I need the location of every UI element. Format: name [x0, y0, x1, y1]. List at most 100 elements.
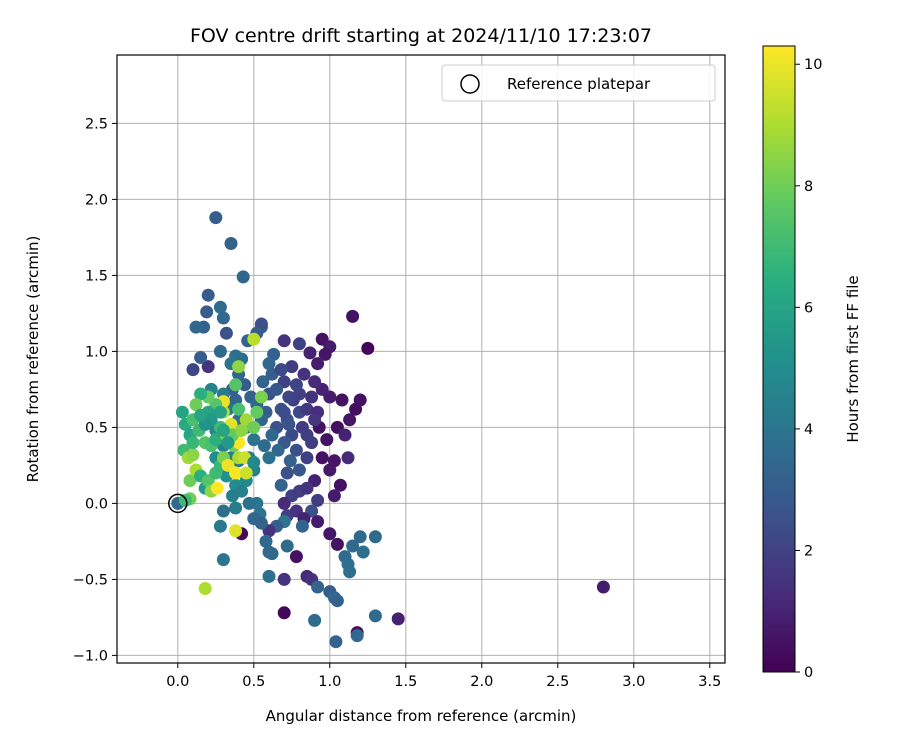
scatter-point [262, 451, 276, 465]
legend-entry-reference-platepar: Reference platepar [507, 75, 651, 93]
scatter-point [247, 455, 261, 469]
scatter-point [238, 378, 252, 392]
scatter-point [391, 612, 405, 626]
scatter-point [194, 351, 208, 364]
scatter-point [329, 635, 343, 649]
colorbar-tick-label: 6 [804, 300, 813, 316]
plot-frame [116, 54, 726, 664]
scatter-point [285, 360, 299, 374]
scatter-point [292, 337, 306, 351]
scatter-point [361, 341, 375, 355]
scatter-point [186, 363, 200, 377]
x-tick-label: 0.0 [166, 674, 189, 690]
scatter-point [283, 454, 297, 468]
scatter-point [327, 489, 341, 503]
scatter-point [300, 481, 314, 495]
scatter-point [194, 387, 208, 401]
y-tick-label: −1.0 [73, 648, 108, 664]
scatter-point [186, 436, 200, 450]
colorbar-tick-label: 2 [804, 543, 813, 559]
scatter-point [277, 405, 291, 419]
scatter-point [219, 326, 233, 340]
scatter-point [232, 360, 246, 374]
scatter-point [229, 501, 243, 515]
scatter-point [330, 594, 344, 608]
scatter-point [341, 451, 355, 465]
legend-box [441, 64, 716, 102]
colorbar-tick-label: 4 [804, 422, 813, 438]
x-tick-label: 3.5 [698, 674, 721, 690]
scatter-point [201, 288, 215, 302]
y-tick-label: 2.0 [85, 192, 108, 208]
scatter-point [274, 478, 288, 492]
x-tick-label: 0.5 [242, 674, 265, 690]
scatter-point [209, 211, 223, 225]
scatter-point [262, 357, 276, 371]
scatter-point [320, 433, 334, 447]
scatter-point [308, 613, 322, 627]
scatter-point [265, 428, 279, 442]
scatter-point [282, 390, 296, 404]
colorbar-label: Hours from first FF file [844, 275, 862, 442]
x-tick-label: 1.5 [394, 674, 417, 690]
scatter-point [277, 334, 291, 348]
scatter-point [295, 519, 309, 533]
scatter-point [209, 433, 223, 447]
scatter-point [346, 539, 360, 553]
scatter-point [224, 237, 238, 250]
scatter-point [200, 305, 214, 319]
scatter-point [350, 629, 364, 643]
scatter-point [183, 474, 197, 488]
scatter-point [292, 463, 306, 477]
scatter-point [311, 515, 325, 529]
scatter-point [256, 375, 270, 389]
scatter-point [247, 433, 261, 447]
scatter-point [235, 423, 249, 437]
scatter-point [213, 519, 227, 533]
scatter-point [282, 417, 296, 431]
scatter-point [213, 300, 227, 314]
scatter-point [229, 524, 243, 538]
x-tick-label: 2.0 [470, 674, 493, 690]
scatter-point [271, 443, 285, 457]
scatter-point [201, 360, 215, 374]
scatter-point [175, 405, 189, 419]
scatter-point [300, 428, 314, 442]
scatter-point [242, 496, 256, 510]
scatter-point [368, 530, 382, 544]
scatter-point [346, 309, 360, 323]
legend-reference-marker [460, 74, 480, 94]
scatter-point [216, 553, 230, 567]
scatter-point [262, 569, 276, 583]
scatter-point [277, 572, 291, 586]
scatter-point [221, 436, 235, 450]
x-axis-ticks: 0.0 0.5 1.0 1.5 2.0 2.5 3.0 3.5 [166, 663, 721, 690]
y-tick-label: 2.5 [85, 116, 108, 132]
scatter-point [254, 390, 268, 404]
y-tick-label: 0.0 [85, 496, 108, 512]
scatter-point [194, 408, 208, 422]
scatter-point [189, 398, 203, 412]
scatter-point [247, 420, 261, 434]
x-axis-label: Angular distance from reference (arcmin) [266, 707, 577, 725]
scatter-point [277, 496, 291, 510]
y-tick-label: 1.0 [85, 344, 108, 360]
scatter-point [259, 534, 273, 548]
scatter-point [300, 402, 314, 416]
scatter-point [216, 311, 230, 325]
scatter-point [229, 378, 243, 392]
x-tick-label: 3.0 [622, 674, 645, 690]
y-axis-label: Rotation from reference (arcmin) [24, 236, 42, 483]
scatter-point [239, 466, 253, 480]
scatter-point [289, 550, 303, 564]
scatter-point [213, 405, 227, 419]
scatter-point [330, 537, 344, 551]
scatter-point [349, 402, 363, 416]
x-tick-label: 1.0 [318, 674, 341, 690]
scatter-point [257, 439, 271, 453]
scatter-point [327, 454, 341, 468]
scatter-point [250, 405, 264, 419]
y-tick-label: −0.5 [73, 572, 108, 588]
scatter-point [210, 481, 224, 495]
